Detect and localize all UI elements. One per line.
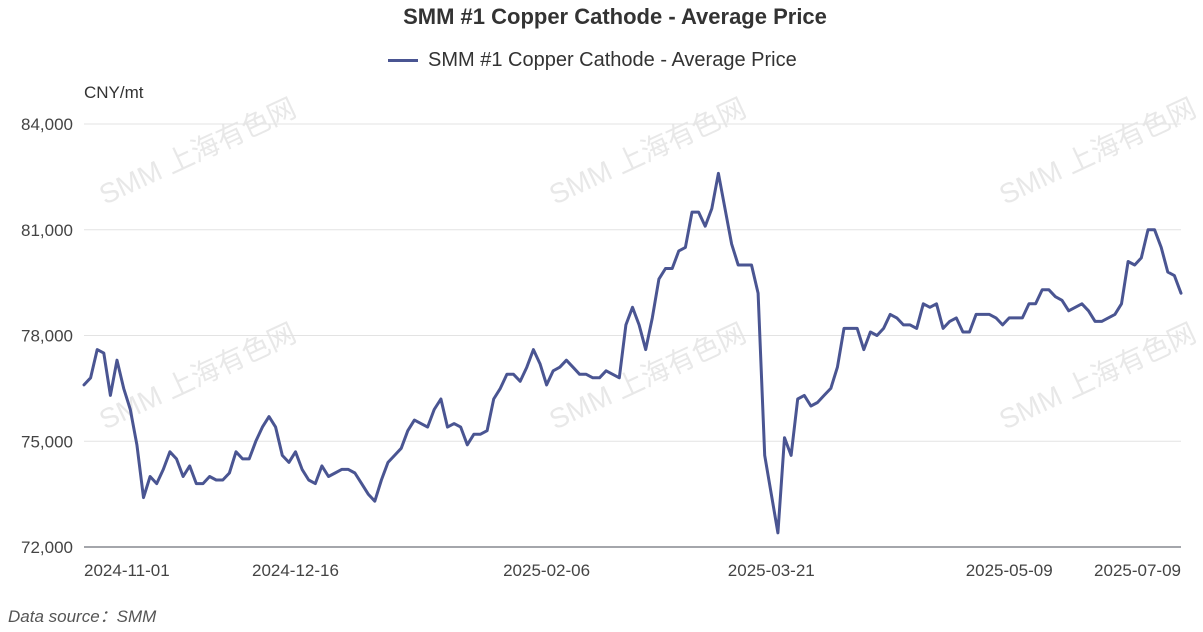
y-tick-label: 72,000 <box>21 538 73 557</box>
y-tick-label: 84,000 <box>21 115 73 134</box>
series-layer <box>82 171 1183 535</box>
x-tick-label: 2025-02-06 <box>503 561 590 580</box>
legend[interactable]: SMM #1 Copper Cathode - Average Price <box>388 48 797 72</box>
legend-swatch <box>388 58 418 62</box>
y-tick-label: 81,000 <box>21 221 73 240</box>
legend-label: SMM #1 Copper Cathode - Average Price <box>428 48 797 71</box>
x-tick-label: 2024-12-16 <box>252 561 339 580</box>
y-axis-unit: CNY/mt <box>84 83 144 102</box>
y-tick-label: 75,000 <box>21 432 73 451</box>
chart-title: SMM #1 Copper Cathode - Average Price <box>403 4 827 29</box>
watermark-text: SMM 上海有色网 <box>544 92 750 210</box>
gridlines <box>84 123 1181 442</box>
watermark-text: SMM 上海有色网 <box>94 92 300 210</box>
y-axis-ticks: 72,000 75,000 78,000 81,000 84,000 <box>21 115 73 557</box>
x-tick-label: 2025-07-09 <box>1094 561 1181 580</box>
x-tick-label: 2024-11-01 <box>84 561 170 580</box>
x-tick-label: 2025-03-21 <box>728 561 815 580</box>
x-tick-label: 2025-05-09 <box>966 561 1053 580</box>
y-tick-label: 78,000 <box>21 327 73 346</box>
data-source-note: Data source：SMM <box>8 607 157 626</box>
series-line-copper-price <box>82 171 1183 535</box>
watermark-text: SMM 上海有色网 <box>994 92 1200 210</box>
x-axis: 2024-11-01 2024-12-16 2025-02-06 2025-03-21… <box>84 546 1181 580</box>
